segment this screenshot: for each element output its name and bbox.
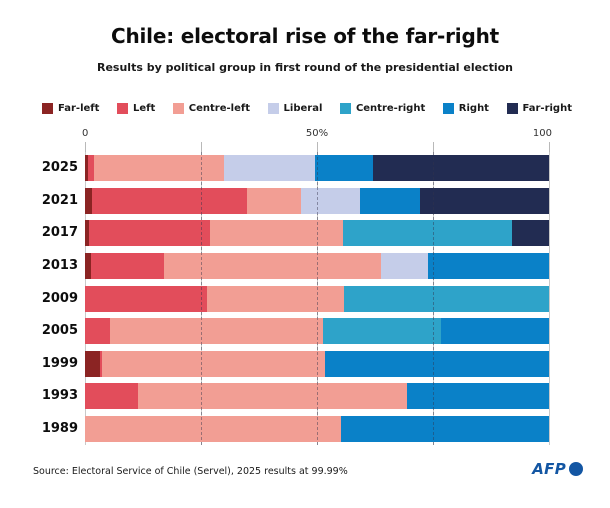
bar-segment-far-right-2025 (373, 155, 549, 182)
legend-label: Centre-left (188, 103, 251, 114)
year-label-2009: 2009 (41, 290, 78, 306)
gridline-dashed-overlay (201, 152, 202, 445)
bar-segment-left-2005 (85, 318, 111, 345)
bar-segment-centre-right-2009 (344, 285, 549, 312)
source-note: Source: Electoral Service of Chile (Serv… (33, 466, 348, 477)
bar-segment-centre-left-1999 (102, 350, 325, 377)
year-label-2013: 2013 (41, 257, 78, 273)
axis-tick-label-50: 50% (305, 128, 329, 139)
bar-segment-left-1999 (99, 350, 103, 377)
legend-item-centre-left: Centre-left (172, 103, 251, 114)
bar-segment-centre-right-2005 (323, 318, 442, 345)
legend-item-liberal: Liberal (267, 103, 323, 114)
legend-item-far-right: Far-right (506, 103, 573, 114)
axis-tick-label-100: 100 (532, 128, 552, 139)
legend-label: Far-right (522, 103, 573, 114)
bar-segment-centre-left-2013 (164, 252, 382, 279)
bar-segment-centre-left-1989 (85, 415, 342, 442)
bar-segment-right-2013 (427, 252, 549, 279)
bar-segment-right-1993 (407, 383, 549, 410)
year-label-1989: 1989 (41, 420, 78, 436)
bar-segment-liberal-2021 (300, 187, 361, 214)
bar-segment-far-right-2017 (512, 220, 549, 247)
bar-segment-right-2021 (360, 187, 420, 214)
axis-tick-label-0: 0 (82, 128, 89, 139)
bar-segment-right-2025 (315, 155, 374, 182)
bar-segment-left-1993 (85, 383, 138, 410)
bar-segment-centre-left-2009 (207, 285, 345, 312)
legend-label: Liberal (283, 103, 323, 114)
bar-segment-centre-left-2021 (246, 187, 301, 214)
axis-tick (317, 142, 318, 152)
bar-segment-centre-left-2025 (93, 155, 225, 182)
legend-label: Centre-right (355, 103, 426, 114)
axis-tick (85, 142, 86, 152)
bar-segment-far-right-2021 (419, 187, 549, 214)
page-subtitle: Results by political group in first roun… (97, 61, 513, 74)
bar-segment-centre-left-1993 (137, 383, 407, 410)
legend-swatch-icon (116, 103, 128, 114)
bar-segment-left-2021 (91, 187, 247, 214)
legend-swatch-icon (506, 103, 518, 114)
bar-segment-left-2013 (91, 252, 165, 279)
bar-segment-centre-right-2017 (342, 220, 513, 247)
bar-segment-centre-left-2005 (110, 318, 324, 345)
legend-label: Right (458, 103, 489, 114)
year-label-1993: 1993 (41, 388, 78, 404)
afp-logo-text: AFP (532, 460, 566, 478)
bar-row-2013 (85, 252, 549, 279)
axis-tick (549, 142, 550, 152)
bar-row-2025 (85, 155, 549, 182)
bar-segment-right-1989 (341, 415, 549, 442)
bar-segment-far-left-2025 (85, 155, 88, 182)
year-label-2025: 2025 (41, 160, 78, 176)
bar-segment-right-2005 (441, 318, 549, 345)
bar-row-1993 (85, 383, 549, 410)
legend-swatch-icon (267, 103, 279, 114)
gridline-dashed-overlay (433, 152, 434, 445)
bar-row-1989 (85, 415, 549, 442)
axis-tick (433, 142, 434, 152)
bar-segment-far-left-2021 (85, 187, 92, 214)
legend: Far-left Left Centre-left Liberal Centre-rig… (42, 103, 572, 114)
bar-row-2005 (85, 318, 549, 345)
afp-logo-dot-icon (569, 462, 583, 476)
legend-label: Far-left (58, 103, 100, 114)
legend-swatch-icon (42, 103, 53, 114)
legend-item-centre-right: Centre-right (339, 103, 426, 114)
year-label-2017: 2017 (41, 225, 78, 241)
afp-logo: AFP (532, 460, 583, 478)
year-label-2021: 2021 (41, 192, 78, 208)
bar-segment-left-2017 (89, 220, 210, 247)
axis-tick (201, 142, 202, 152)
bar-segment-left-2025 (87, 155, 94, 182)
legend-label: Left (132, 103, 156, 114)
bar-segment-far-left-2017 (85, 220, 90, 247)
legend-swatch-icon (339, 103, 351, 114)
gridline-dashed-overlay (317, 152, 318, 445)
bar-segment-right-1999 (324, 350, 549, 377)
bar-segment-liberal-2013 (381, 252, 428, 279)
legend-item-left: Left (116, 103, 156, 114)
legend-swatch-icon (442, 103, 454, 114)
plot-area (85, 152, 550, 445)
bar-segment-far-left-2013 (85, 252, 92, 279)
year-label-1999: 1999 (41, 355, 78, 371)
bar-row-2017 (85, 220, 549, 247)
year-label-2005: 2005 (41, 323, 78, 339)
legend-item-far-left: Far-left (42, 103, 99, 114)
bar-row-2009 (85, 285, 549, 312)
legend-item-right: Right (442, 103, 489, 114)
bar-row-2021 (85, 187, 549, 214)
bar-segment-far-left-1999 (85, 350, 100, 377)
bar-segment-centre-left-2017 (209, 220, 343, 247)
gridline (549, 152, 550, 445)
bar-segment-left-2009 (85, 285, 208, 312)
page-title: Chile: electoral rise of the far-right (111, 24, 499, 48)
legend-swatch-icon (172, 103, 184, 114)
bar-row-1999 (85, 350, 549, 377)
bar-segment-liberal-2025 (224, 155, 316, 182)
